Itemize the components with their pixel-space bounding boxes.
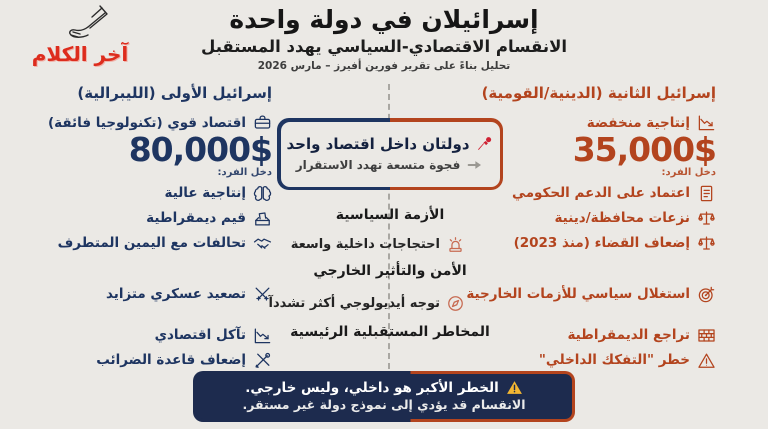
security-label: تصعيد عسكري متزايد (105, 286, 246, 303)
risk-row: تراجع الديمقراطية (567, 326, 716, 345)
pushpin-icon (477, 136, 491, 150)
trait-row: تحالفات مع اليمين المتطرف (58, 234, 272, 253)
page-title: إسرائيلان في دولة واحدة (229, 5, 539, 34)
security-item: توجه أيديولوجي أكثر تشددآ (269, 294, 465, 313)
handshake-icon (253, 234, 272, 253)
risk-label: تآكل اقتصادي (154, 327, 246, 344)
economy-row: اقتصاد قوي (تكنولوجيا فائقة) (48, 113, 272, 132)
security-item-text: توجه أيديولوجي أكثر تشددآ (268, 296, 440, 311)
ballot-box-icon (253, 209, 272, 228)
arrow-right-icon (467, 160, 482, 169)
tax-tools-icon (253, 351, 272, 370)
risk-label: خطر "التفكك الداخلي" (538, 352, 690, 369)
security-row: استغلال سياسي للأزمات الخارجية (466, 285, 716, 304)
chart-down-icon (253, 326, 272, 345)
page-subtitle: الانقسام الاقتصادي-السياسي يهدد المستقبل (200, 36, 568, 56)
security-label: استغلال سياسي للأزمات الخارجية (466, 286, 690, 303)
trait-row: إضعاف القضاء (منذ 2023) (514, 234, 716, 253)
scales-icon (697, 234, 716, 253)
income-value: 80,000$ (128, 130, 273, 169)
crisis-item-text: احتجاجات داخلية واسعة (290, 237, 440, 252)
risk-row: إضعاف قاعدة الضرائب (96, 351, 272, 370)
first-israel-heading: إسرائيل الأولى (الليبرالية) (77, 84, 272, 102)
risk-label: تراجع الديمقراطية (567, 327, 690, 344)
writing-hand-icon (69, 5, 108, 38)
conclusion-banner-inner: الخطر الأكبر هو داخلي، وليس خارجي. الانق… (196, 374, 572, 419)
security-header: الأمن والتأثير الخارجي (313, 263, 467, 279)
center-column: الأزمة السياسية احتجاجات داخلية واسعة ال… (269, 207, 503, 340)
crisis-header: الأزمة السياسية (335, 207, 445, 223)
callout-line1-text: دولتان داخل اقتصاد واحد (286, 134, 470, 153)
publisher-logo: آخر الكلام (14, 4, 146, 66)
publisher-name: آخر الكلام (31, 42, 129, 66)
trait-row: اعتماد على الدعم الحكومي (512, 184, 716, 203)
callout-line2: فجوة متسعة تهدد الاستقرار (296, 156, 485, 174)
conclusion-banner: الخطر الأكبر هو داخلي، وليس خارجي. الانق… (193, 371, 575, 422)
center-divider (388, 84, 390, 369)
banner-line1-text: الخطر الأكبر هو داخلي، وليس خارجي. (245, 379, 499, 396)
risk-row: تآكل اقتصادي (155, 326, 272, 345)
center-callout-inner: دولتان داخل اقتصاد واحد فجوة متسعة تهدد … (280, 121, 500, 187)
future-risks-header: المخاطر المستقبلية الرئيسية (290, 324, 490, 340)
first-israel-column: إسرائيل الأولى (الليبرالية) اقتصاد قوي (… (0, 84, 273, 370)
trait-row: نزعات محافظة/دينية (555, 209, 717, 228)
second-israel-column: إسرائيل الثانية (الدينية/القومية) إنتاجي… (416, 84, 717, 370)
compass-icon (446, 294, 465, 313)
callout-line1: دولتان داخل اقتصاد واحد (286, 135, 493, 153)
trait-label: إنتاجية عالية (164, 185, 246, 202)
economy-row: إنتاجية منخفضة (587, 113, 716, 132)
center-callout-box: دولتان داخل اقتصاد واحد فجوة متسعة تهدد … (277, 118, 503, 190)
trait-row: إنتاجية عالية (165, 184, 272, 203)
trait-row: قيم ديمقراطية (146, 209, 272, 228)
title-block: إسرائيلان في دولة واحدة الانقسام الاقتصا… (144, 5, 624, 72)
risk-row: خطر "التفكك الداخلي" (539, 351, 716, 370)
source-note: تحليل بناءً على تقرير فورين أفيرز – مارس… (257, 59, 511, 72)
economy-label: إنتاجية منخفضة (586, 114, 690, 131)
trait-label: قيم ديمقراطية (146, 210, 246, 227)
warning-triangle-icon (697, 351, 716, 370)
crisis-item: احتجاجات داخلية واسعة (277, 235, 465, 254)
trait-label: اعتماد على الدعم الحكومي (512, 185, 690, 202)
income-caption: دخل الفرد: (217, 166, 272, 178)
trait-label: نزعات محافظة/دينية (554, 210, 691, 227)
banner-line2: الانقسام قد يؤدي إلى نموذج دولة غير مستق… (242, 397, 526, 412)
callout-line2-text: فجوة متسعة تهدد الاستقرار (295, 157, 461, 172)
banner-line1: الخطر الأكبر هو داخلي، وليس خارجي. (206, 379, 562, 396)
risk-label: إضعاف قاعدة الضرائب (96, 352, 246, 369)
trait-label: تحالفات مع اليمين المتطرف (57, 235, 246, 252)
second-israel-heading: إسرائيل الثانية (الدينية/القومية) (481, 84, 716, 102)
trait-label: إضعاف القضاء (منذ 2023) (513, 235, 690, 252)
brick-wall-icon (697, 326, 716, 345)
target-icon (697, 285, 716, 304)
siren-icon (446, 235, 465, 254)
economy-label: اقتصاد قوي (تكنولوجيا فائقة) (47, 114, 246, 131)
income-value: 35,000$ (572, 130, 717, 169)
brain-icon (253, 184, 272, 203)
warning-triangle-icon (506, 381, 522, 394)
document-icon (697, 184, 716, 203)
security-row: تصعيد عسكري متزايد (106, 285, 272, 304)
income-caption: دخل الفرد: (661, 166, 716, 178)
scales-icon (697, 209, 716, 228)
